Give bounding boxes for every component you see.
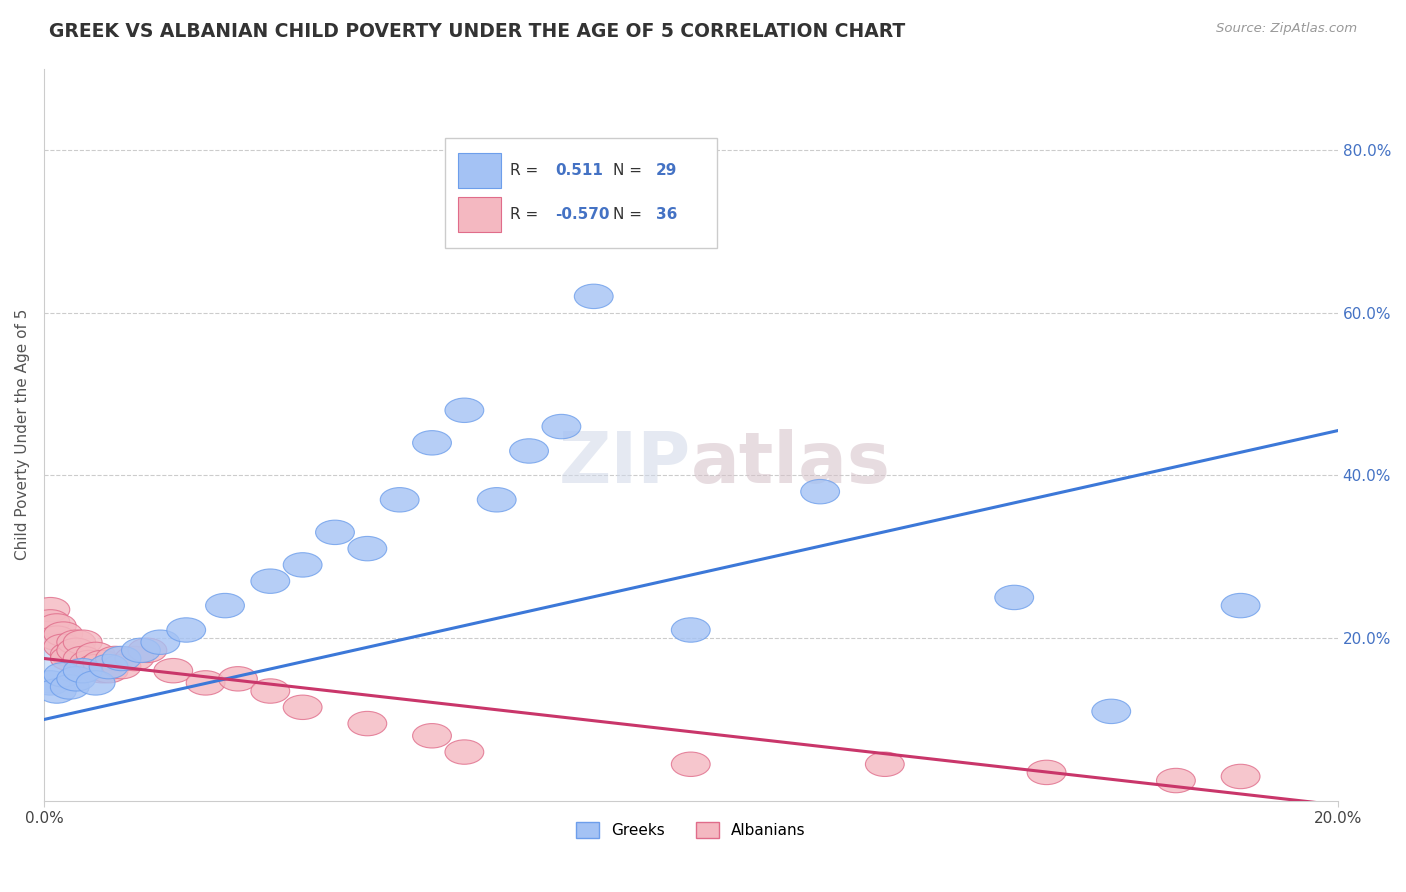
Ellipse shape <box>153 658 193 683</box>
Legend: Greeks, Albanians: Greeks, Albanians <box>569 816 811 845</box>
Text: R =: R = <box>509 163 538 178</box>
Ellipse shape <box>1222 764 1260 789</box>
Text: N =: N = <box>613 207 643 222</box>
Ellipse shape <box>63 647 103 671</box>
Ellipse shape <box>96 647 135 671</box>
Ellipse shape <box>509 439 548 463</box>
Ellipse shape <box>1092 699 1130 723</box>
Ellipse shape <box>283 695 322 720</box>
Ellipse shape <box>347 536 387 561</box>
Ellipse shape <box>89 655 128 679</box>
Ellipse shape <box>671 752 710 776</box>
FancyBboxPatch shape <box>444 138 717 248</box>
Ellipse shape <box>250 679 290 703</box>
Text: 29: 29 <box>655 163 678 178</box>
Ellipse shape <box>44 634 83 658</box>
Ellipse shape <box>167 618 205 642</box>
Ellipse shape <box>128 638 167 663</box>
Text: GREEK VS ALBANIAN CHILD POVERTY UNDER THE AGE OF 5 CORRELATION CHART: GREEK VS ALBANIAN CHILD POVERTY UNDER TH… <box>49 22 905 41</box>
Ellipse shape <box>218 666 257 691</box>
Ellipse shape <box>1222 593 1260 618</box>
Ellipse shape <box>141 630 180 655</box>
Ellipse shape <box>63 630 103 655</box>
Ellipse shape <box>315 520 354 544</box>
Ellipse shape <box>21 632 80 693</box>
Ellipse shape <box>995 585 1033 609</box>
Ellipse shape <box>380 488 419 512</box>
Ellipse shape <box>31 609 70 634</box>
Ellipse shape <box>186 671 225 695</box>
Ellipse shape <box>56 638 96 663</box>
Ellipse shape <box>103 655 141 679</box>
Ellipse shape <box>63 658 103 683</box>
Ellipse shape <box>76 642 115 666</box>
Ellipse shape <box>444 398 484 423</box>
Text: Source: ZipAtlas.com: Source: ZipAtlas.com <box>1216 22 1357 36</box>
Ellipse shape <box>115 647 153 671</box>
Ellipse shape <box>1157 768 1195 793</box>
Y-axis label: Child Poverty Under the Age of 5: Child Poverty Under the Age of 5 <box>15 309 30 560</box>
Ellipse shape <box>671 618 710 642</box>
Ellipse shape <box>412 431 451 455</box>
Text: 0.511: 0.511 <box>555 163 603 178</box>
Ellipse shape <box>38 614 76 638</box>
Ellipse shape <box>250 569 290 593</box>
Ellipse shape <box>70 650 108 674</box>
Ellipse shape <box>70 655 108 679</box>
Text: 36: 36 <box>655 207 678 222</box>
Ellipse shape <box>801 480 839 504</box>
Bar <box>458 196 501 232</box>
Ellipse shape <box>477 488 516 512</box>
Ellipse shape <box>412 723 451 748</box>
Ellipse shape <box>444 739 484 764</box>
Ellipse shape <box>51 647 89 671</box>
Ellipse shape <box>121 638 160 663</box>
Ellipse shape <box>51 674 89 699</box>
Ellipse shape <box>89 658 128 683</box>
Ellipse shape <box>83 650 121 674</box>
Ellipse shape <box>866 752 904 776</box>
Text: ZIP: ZIP <box>558 429 690 499</box>
Ellipse shape <box>205 593 245 618</box>
Ellipse shape <box>31 671 70 695</box>
Ellipse shape <box>1028 760 1066 785</box>
Ellipse shape <box>574 285 613 309</box>
Text: R =: R = <box>509 207 538 222</box>
Ellipse shape <box>51 642 89 666</box>
Ellipse shape <box>347 711 387 736</box>
Text: atlas: atlas <box>690 429 890 499</box>
Ellipse shape <box>103 647 141 671</box>
Ellipse shape <box>76 655 115 679</box>
Ellipse shape <box>56 630 96 655</box>
Bar <box>458 153 501 188</box>
Ellipse shape <box>44 663 83 687</box>
Ellipse shape <box>283 553 322 577</box>
Text: N =: N = <box>613 163 643 178</box>
Ellipse shape <box>38 626 76 650</box>
Ellipse shape <box>56 666 96 691</box>
Ellipse shape <box>541 415 581 439</box>
Ellipse shape <box>76 671 115 695</box>
Ellipse shape <box>83 658 121 683</box>
Ellipse shape <box>44 622 83 647</box>
Ellipse shape <box>31 598 70 622</box>
Ellipse shape <box>38 679 76 703</box>
Text: -0.570: -0.570 <box>555 207 609 222</box>
